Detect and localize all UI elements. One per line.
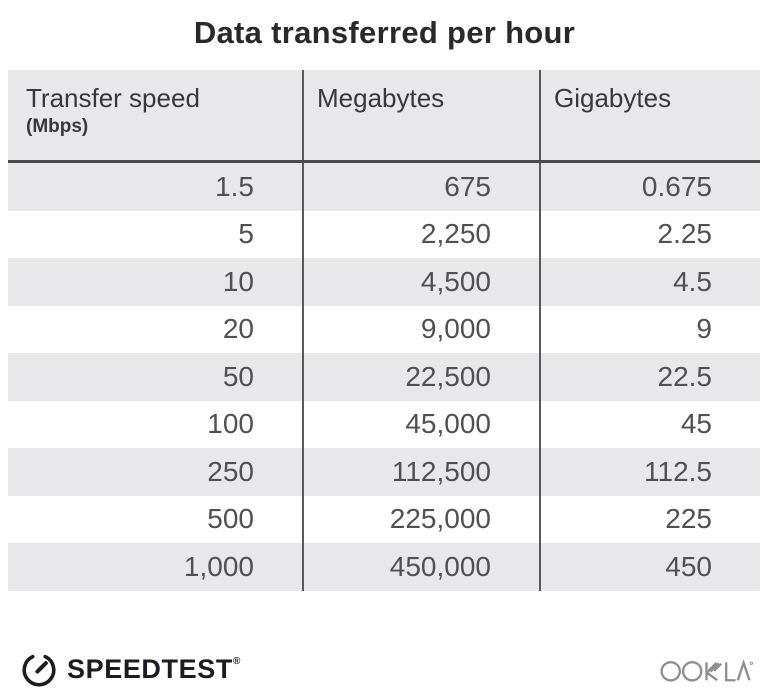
header-transfer-speed-label: Transfer speed — [26, 83, 200, 113]
cell-megabytes: 2,250 — [302, 210, 539, 258]
cell-speed: 1.5 — [215, 170, 254, 202]
ookla-logo — [660, 656, 753, 683]
speedtest-wordmark: SPEEDTEST® — [67, 654, 241, 684]
table-row: 1.5 675 0.675 — [8, 163, 760, 211]
cell-gigabytes: 112.5 — [539, 448, 760, 496]
cell-gigabytes: 4.5 — [539, 258, 760, 306]
header-mbps-sublabel: (Mbps) — [26, 116, 89, 137]
cell-gigabytes: 225 — [539, 495, 760, 543]
cell-gigabytes: 45 — [539, 400, 760, 448]
cell-speed: 5 — [238, 218, 254, 250]
cell-speed: 10 — [222, 265, 254, 297]
cell-gigabytes: 450 — [539, 543, 760, 591]
header-gigabytes-label: Gigabytes — [554, 83, 672, 113]
cell-megabytes: 675 — [302, 163, 539, 211]
cell-megabytes: 45,000 — [302, 400, 539, 448]
table-row: 250 112,500 112.5 — [8, 448, 760, 496]
speedtest-registered-mark: ® — [232, 656, 241, 667]
ookla-wordmark — [660, 656, 753, 683]
cell-speed: 50 — [222, 360, 254, 392]
cell-speed: 500 — [207, 503, 254, 535]
cell-megabytes: 22,500 — [302, 353, 539, 401]
cell-speed: 250 — [207, 455, 254, 487]
cell-gigabytes: 2.25 — [539, 210, 760, 258]
cell-megabytes: 4,500 — [302, 258, 539, 306]
table-row: 10 4,500 4.5 — [8, 258, 760, 306]
cell-megabytes: 9,000 — [302, 305, 539, 353]
cell-megabytes: 450,000 — [302, 543, 539, 591]
table-row: 20 9,000 9 — [8, 305, 760, 353]
cell-gigabytes: 22.5 — [539, 353, 760, 401]
header-transfer-speed: Transfer speed (Mbps) — [8, 70, 302, 160]
table-header-row: Transfer speed (Mbps) Megabytes Gigabyte… — [8, 70, 760, 163]
footer: SPEEDTEST® — [0, 650, 769, 690]
cell-megabytes: 112,500 — [302, 448, 539, 496]
table-row: 500 225,000 225 — [8, 495, 760, 543]
speedtest-logo: SPEEDTEST® — [20, 651, 240, 689]
cell-gigabytes: 9 — [539, 305, 760, 353]
cell-speed: 20 — [222, 313, 254, 345]
cell-speed: 1,000 — [183, 550, 254, 582]
header-megabytes: Megabytes — [302, 70, 539, 160]
table-row: 50 22,500 22.5 — [8, 353, 760, 401]
header-megabytes-label: Megabytes — [317, 83, 445, 113]
header-gigabytes: Gigabytes — [539, 70, 760, 160]
page-title: Data transferred per hour — [193, 15, 576, 50]
cell-gigabytes: 0.675 — [539, 163, 760, 211]
table-row: 5 2,250 2.25 — [8, 210, 760, 258]
speedtest-gauge-icon — [20, 651, 58, 689]
table-row: 100 45,000 45 — [8, 400, 760, 448]
table-row: 1,000 450,000 450 — [8, 543, 760, 591]
cell-speed: 100 — [207, 408, 254, 440]
cell-megabytes: 225,000 — [302, 495, 539, 543]
data-table: Transfer speed (Mbps) Megabytes Gigabyte… — [8, 70, 760, 591]
